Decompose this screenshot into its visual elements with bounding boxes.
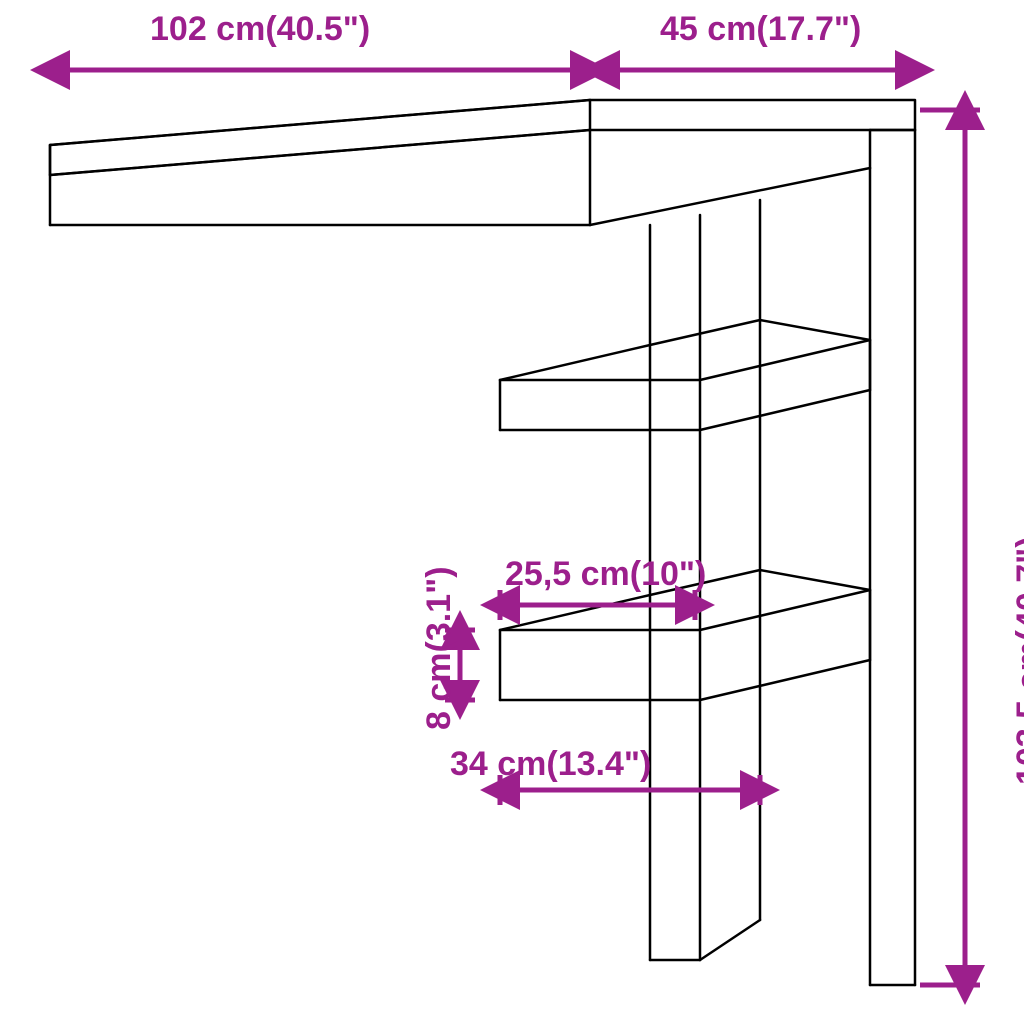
- label-width-top: 102 cm(40.5"): [150, 10, 370, 49]
- label-height-right: 103,5 cm(40.7"): [1010, 536, 1024, 785]
- label-shelf-width: 25,5 cm(10"): [505, 555, 706, 594]
- label-depth-top: 45 cm(17.7"): [660, 10, 861, 49]
- label-shelf-depth: 34 cm(13.4"): [450, 745, 651, 784]
- diagram-svg: [0, 0, 1024, 1024]
- label-shelf-height: 8 cm(3.1"): [420, 566, 459, 730]
